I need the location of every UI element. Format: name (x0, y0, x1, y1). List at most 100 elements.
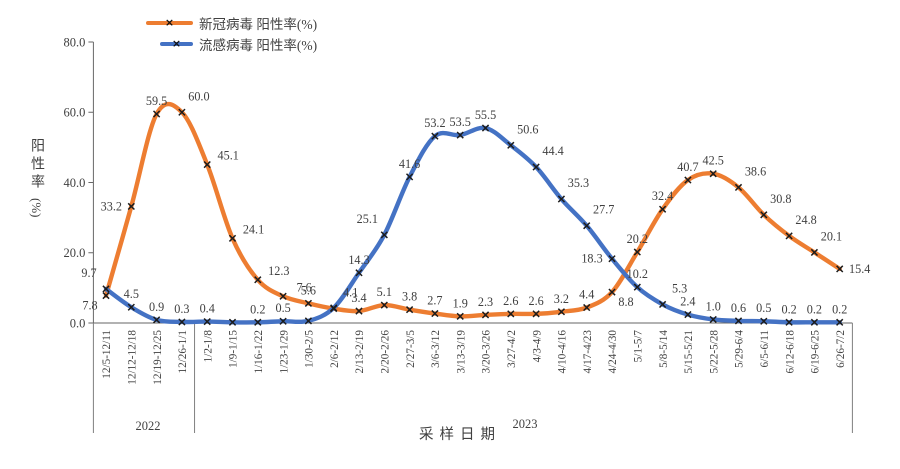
covid-series-data-label: 1.9 (453, 296, 468, 310)
covid-series-data-label: 3.2 (554, 292, 569, 306)
covid-series-marker (178, 108, 186, 116)
flu-series-data-label: 2.4 (680, 295, 695, 309)
flu-series-marker (152, 316, 161, 324)
y-axis-title-unit: (%) (29, 198, 44, 218)
covid-series-marker (228, 234, 237, 242)
covid-series-marker (380, 301, 388, 309)
legend-item-covid: × 新冠病毒 阳性率(%) (146, 12, 317, 33)
flu-series-data-label: 1.0 (706, 299, 721, 313)
y-axis-title: 阳性率 (%) (26, 138, 46, 218)
covid-series-marker (608, 288, 616, 296)
covid-series-marker (507, 310, 515, 318)
flu-series-data-label: 0.9 (149, 300, 164, 314)
covid-series-marker (431, 309, 439, 318)
covid-line-swatch: × (146, 17, 193, 28)
x-date-label: 1/23-1/29 (278, 330, 290, 374)
x-date-label: 12/12-12/18 (127, 330, 139, 385)
flu-series-marker (760, 317, 768, 325)
flu-series-marker (785, 318, 793, 326)
x-date-label: 4/10-4/16 (557, 330, 569, 374)
covid-series-data-label: 5.6 (301, 283, 316, 297)
flu-series-data-label: 50.6 (517, 122, 538, 136)
flu-series-marker (304, 317, 313, 325)
covid-series-marker (481, 311, 490, 319)
flu-series-marker (709, 315, 717, 324)
x-date-label: 4/17-4/23 (582, 330, 594, 374)
flu-series-marker (557, 195, 566, 203)
covid-series-data-label: 38.6 (745, 164, 766, 178)
covid-series-marker (102, 291, 110, 300)
covid-series-data-label: 30.8 (770, 192, 791, 206)
covid-series-data-label: 24.1 (243, 222, 264, 236)
covid-series-data-label: 20.2 (627, 232, 648, 246)
x-date-label: 2/6-2/12 (329, 330, 341, 368)
covid-series-data-label: 7.8 (82, 299, 97, 313)
covid-series-marker (658, 205, 667, 213)
covid-series-data-label: 3.4 (351, 291, 366, 305)
flu-series-marker (608, 255, 616, 263)
flu-series-marker (481, 124, 490, 132)
covid-series-data-label: 8.8 (618, 295, 633, 309)
covid-series-data-label: 32.4 (652, 189, 673, 203)
covid-series-marker (785, 232, 793, 240)
x-date-label: 1/2-1/8 (202, 330, 214, 363)
x-date-label: 6/26-7/2 (835, 330, 847, 368)
y-tick-label: 20.0 (64, 246, 86, 260)
flu-series-marker (734, 317, 743, 325)
covid-series-marker (304, 299, 313, 307)
x-date-label: 1/30-2/5 (304, 330, 316, 368)
covid-series-marker (557, 308, 566, 316)
flu-series-data-label: 18.3 (581, 252, 602, 266)
covid-series-data-label: 5.1 (377, 285, 392, 299)
x-date-label: 4/24-4/30 (607, 330, 619, 374)
covid-series-data-label: 59.5 (146, 94, 167, 108)
flu-series-marker (279, 317, 287, 325)
x-date-label: 2/20-2/26 (380, 330, 392, 374)
x-date-label: 2/27-3/5 (405, 330, 417, 368)
covid-series-data-label: 2.3 (478, 295, 493, 309)
x-date-label: 6/12-6/18 (784, 330, 796, 374)
y-tick-label: 80.0 (64, 35, 86, 49)
x-date-label: 2/13-2/19 (354, 330, 366, 374)
covid-series-marker (203, 160, 211, 169)
x-date-label: 12/19-12/25 (152, 330, 164, 385)
covid-series-data-label: 12.3 (268, 264, 289, 278)
x-date-label: 5/22-5/28 (708, 330, 720, 374)
flu-series-marker (836, 318, 844, 326)
x-date-label: 3/13-3/19 (455, 330, 467, 374)
covid-series-data-label: 2.6 (528, 294, 543, 308)
x-date-label: 5/29-6/4 (734, 330, 746, 368)
flu-series-data-label: 0.2 (250, 302, 265, 316)
x-date-label: 3/27-4/2 (506, 330, 518, 368)
x-date-label: 4/3-4/9 (531, 330, 543, 363)
x-date-label: 6/19-6/25 (810, 330, 822, 374)
covid-series-data-label: 7.6 (296, 280, 311, 294)
flu-series-marker (102, 285, 110, 293)
covid-series-data-label: 33.2 (101, 199, 122, 213)
covid-series-data-label: 3.8 (402, 290, 417, 304)
flu-series-marker (633, 283, 641, 291)
x-marker-icon: × (164, 15, 175, 29)
flu-series-data-label: 41.6 (399, 157, 420, 171)
y-tick-label: 0.0 (70, 316, 86, 330)
covid-series-line (103, 101, 842, 319)
covid-series-marker (684, 176, 692, 184)
x-date-label: 1/9-1/15 (228, 330, 240, 368)
flu-series-data-label: 53.5 (450, 115, 471, 129)
flu-series-data-label: 0.4 (200, 302, 215, 316)
covid-series-marker (633, 248, 641, 256)
flu-series-marker (178, 318, 186, 326)
flu-series-data-label: 0.2 (781, 302, 796, 316)
flu-series-data-label: 0.3 (174, 302, 189, 316)
flu-series-marker (658, 300, 667, 309)
covid-series-marker (456, 312, 464, 320)
covid-series-marker (836, 265, 844, 273)
x-date-label: 12/5-12/11 (101, 330, 113, 379)
flu-series-data-label: 0.2 (832, 302, 847, 316)
flu-series-marker (532, 163, 540, 171)
flu-series-marker (228, 318, 237, 326)
flu-series-marker (203, 317, 211, 326)
x-axis-title: 采样日期 (419, 427, 501, 443)
